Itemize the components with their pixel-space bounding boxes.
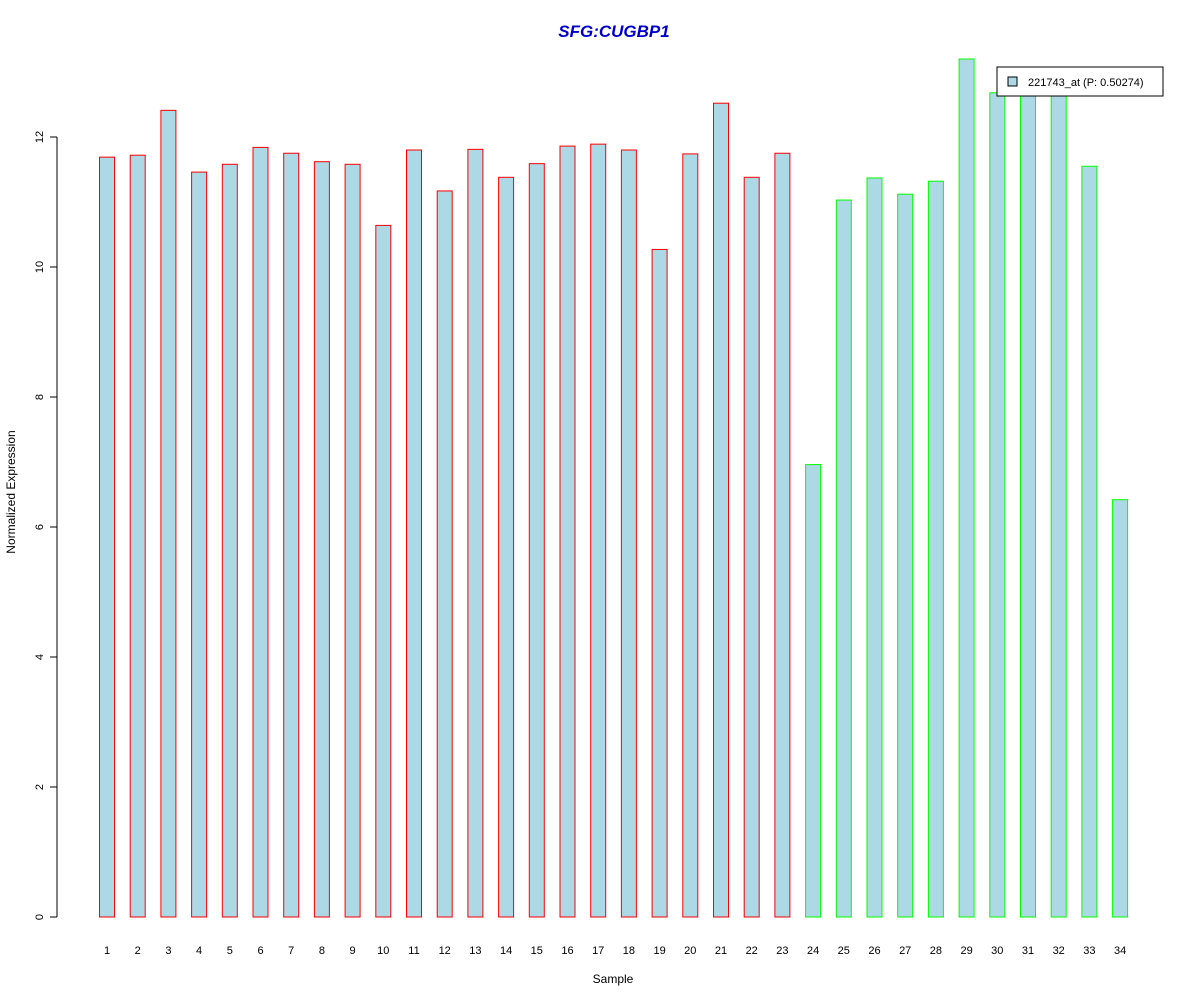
legend: 221743_at (P: 0.50274) <box>996 66 1164 97</box>
x-tick-label: 13 <box>469 945 481 957</box>
bar <box>1112 499 1129 918</box>
x-tick-label: 33 <box>1083 945 1095 957</box>
y-axis-label: Normalized Expression <box>4 430 18 553</box>
x-tick-label: 23 <box>776 945 788 957</box>
x-tick-label: 6 <box>257 945 263 957</box>
y-tick-label: 12 <box>34 131 46 143</box>
y-tick-label: 2 <box>34 784 46 790</box>
x-tick-label: 31 <box>1022 945 1034 957</box>
bar <box>406 149 422 918</box>
x-tick-label: 14 <box>500 945 512 957</box>
x-tick-label: 12 <box>439 945 451 957</box>
x-tick-label: 4 <box>196 945 202 957</box>
bar <box>774 152 791 918</box>
bar <box>958 58 975 918</box>
x-tick-label: 25 <box>838 945 850 957</box>
bar <box>436 190 453 918</box>
x-tick-label: 22 <box>746 945 758 957</box>
bar <box>221 163 238 918</box>
y-tick-label: 6 <box>34 524 46 530</box>
bar <box>283 152 300 918</box>
bar <box>129 154 146 918</box>
x-tick-label: 17 <box>592 945 604 957</box>
bar <box>743 176 760 918</box>
x-tick-label: 8 <box>319 945 325 957</box>
x-tick-label: 15 <box>531 945 543 957</box>
bar <box>252 146 269 918</box>
bar <box>620 149 637 918</box>
bar <box>498 176 515 918</box>
bar <box>559 145 576 918</box>
bar <box>344 163 361 918</box>
bars <box>99 58 1129 918</box>
bar <box>989 92 1006 918</box>
x-tick-label: 2 <box>135 945 141 957</box>
x-tick-label: 16 <box>561 945 573 957</box>
y-tick-label: 10 <box>34 261 46 273</box>
bar <box>1081 165 1098 918</box>
x-tick-label: 18 <box>623 945 635 957</box>
bar <box>528 163 545 918</box>
bar <box>160 109 177 918</box>
legend-box <box>996 66 1164 97</box>
bar <box>835 199 852 918</box>
x-tick-label: 10 <box>377 945 389 957</box>
bar <box>99 156 115 918</box>
x-tick-label: 29 <box>960 945 972 957</box>
bar <box>805 464 822 918</box>
x-tick-labels: 1 2 3 4 5 6 7 8 9 10 11 12 13 14 15 16 17 18 19 20 21 22 23 24 2… <box>104 945 1126 957</box>
x-tick-label: 11 <box>408 945 419 957</box>
bar <box>191 171 208 918</box>
x-tick-label: 26 <box>868 945 880 957</box>
y-tick-label: 0 <box>34 914 46 920</box>
x-axis-label: Sample <box>593 972 634 986</box>
x-tick-label: 19 <box>653 945 665 957</box>
chart-title: SFG:CUGBP1 <box>558 22 669 41</box>
x-tick-label: 3 <box>165 945 171 957</box>
bar <box>713 102 729 918</box>
y-tick-label: 4 <box>34 654 46 660</box>
legend-label: 221743_at (P: 0.50274) <box>1028 77 1144 89</box>
bar <box>467 148 484 918</box>
bar <box>682 153 699 918</box>
x-tick-label: 24 <box>807 945 819 957</box>
x-tick-label: 21 <box>715 945 727 957</box>
bar <box>866 177 883 918</box>
x-tick-label: 7 <box>288 945 294 957</box>
x-tick-label: 1 <box>104 945 110 957</box>
x-tick-label: 5 <box>227 945 233 957</box>
bar <box>375 224 392 918</box>
x-tick-label: 28 <box>930 945 942 957</box>
x-tick-label: 20 <box>684 945 696 957</box>
x-tick-label: 34 <box>1114 945 1126 957</box>
bar <box>651 248 668 918</box>
x-tick-label: 9 <box>350 945 356 957</box>
bar <box>590 143 607 918</box>
x-tick-label: 30 <box>991 945 1003 957</box>
x-tick-label: 27 <box>899 945 911 957</box>
x-tick-label: 32 <box>1053 945 1065 957</box>
legend-swatch <box>1007 76 1018 87</box>
y-axis: 0 2 4 6 8 10 12 <box>34 131 58 920</box>
bar <box>927 180 944 918</box>
bar <box>1020 92 1036 918</box>
bar <box>313 161 330 918</box>
bar <box>897 193 914 918</box>
bar <box>1050 92 1067 918</box>
y-tick-label: 8 <box>34 394 46 400</box>
